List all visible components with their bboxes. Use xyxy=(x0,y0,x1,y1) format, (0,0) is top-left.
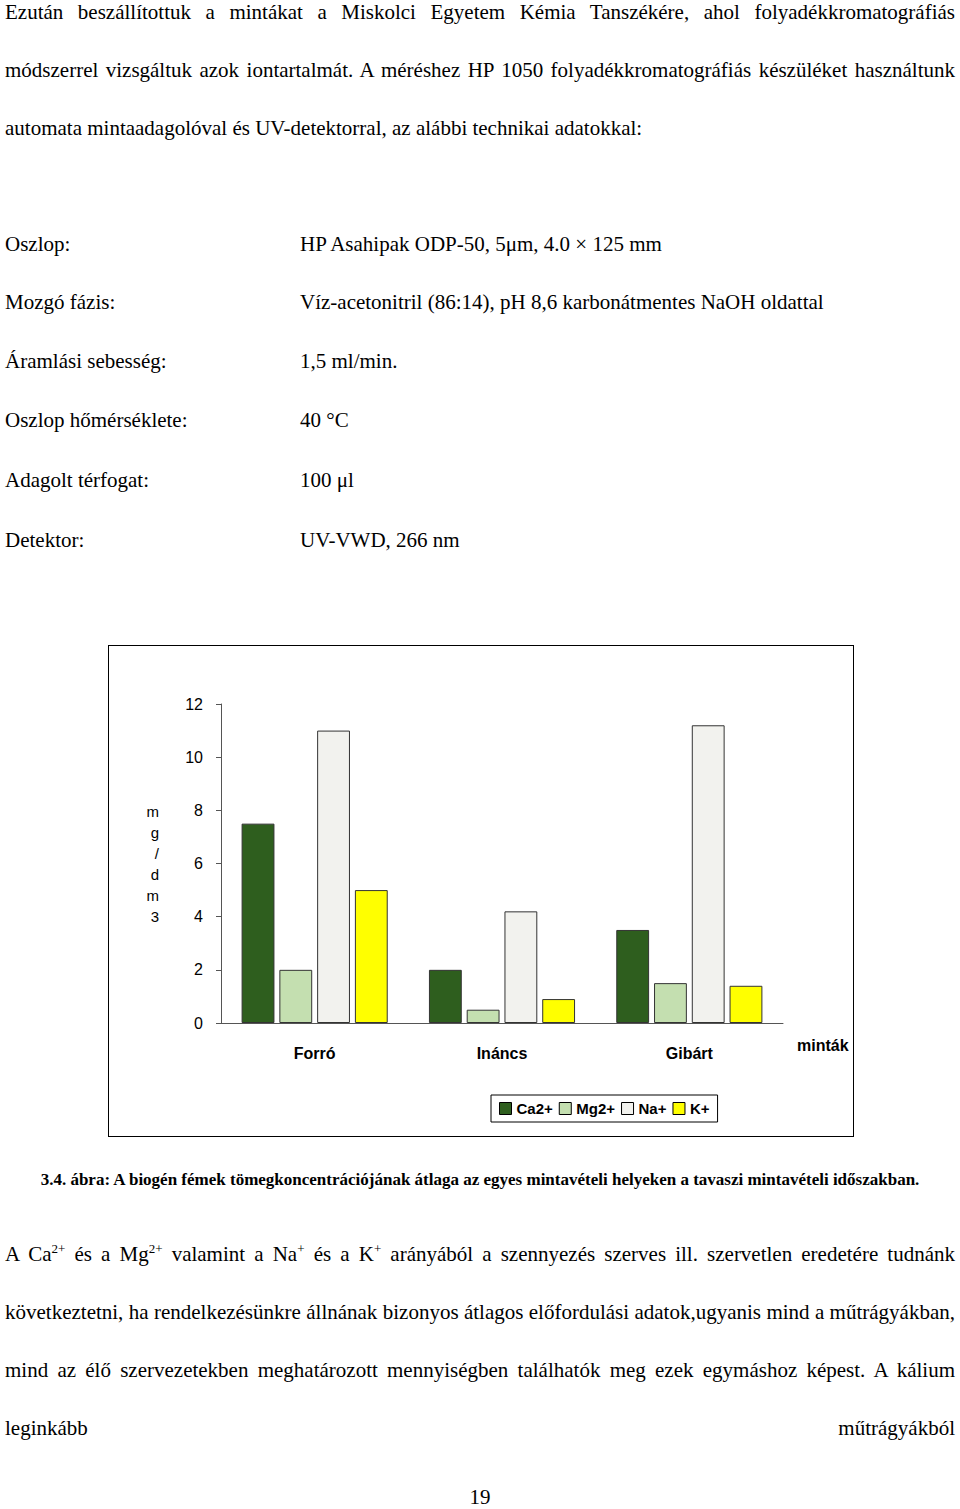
svg-text:0: 0 xyxy=(194,1015,203,1032)
html-text:UV-VWD, 266 nm: UV-VWD, 266 nm xyxy=(300,528,460,552)
svg-text:g: g xyxy=(151,824,159,841)
svg-text:m: m xyxy=(147,887,160,904)
html-text:40 °C: 40 °C xyxy=(300,408,349,432)
html-text:Mozgó fázis:: Mozgó fázis: xyxy=(5,290,116,314)
html-text:3.4. ábra: A biogén fémek töme: 3.4. ábra: A biogén fémek tömegkoncentrá… xyxy=(40,1170,920,1189)
html-text:Oszlop hőmérséklete:: Oszlop hőmérséklete: xyxy=(5,408,188,432)
html-text:100 μl: 100 μl xyxy=(300,468,354,492)
html-text:HP Asahipak ODP-50, 5μm, 4.0 ×: HP Asahipak ODP-50, 5μm, 4.0 × 125 mm xyxy=(300,232,662,256)
svg-text:6: 6 xyxy=(194,855,203,872)
svg-text:Ináncs: Ináncs xyxy=(477,1045,528,1062)
html-text:Áramlási sebesség:: Áramlási sebesség: xyxy=(5,349,167,373)
svg-text:Mg2+: Mg2+ xyxy=(576,1100,615,1117)
svg-text:Gibárt: Gibárt xyxy=(666,1045,714,1062)
svg-text:12: 12 xyxy=(185,696,203,713)
html-text:Adagolt térfogat:: Adagolt térfogat: xyxy=(5,468,149,492)
svg-text:3: 3 xyxy=(151,908,159,925)
svg-text:/: / xyxy=(155,845,160,862)
svg-text:m: m xyxy=(147,803,160,820)
html-text:Oszlop:: Oszlop: xyxy=(5,232,71,256)
html-text:Detektor:: Detektor: xyxy=(5,528,85,552)
html-text:Víz-acetonitril (86:14), pH 8,: Víz-acetonitril (86:14), pH 8,6 karbonát… xyxy=(300,290,824,314)
svg-text:Na+: Na+ xyxy=(639,1100,667,1117)
svg-text:8: 8 xyxy=(194,802,203,819)
html-text:Ezután beszállítottuk a minták: Ezután beszállítottuk a mintákat a Misko… xyxy=(5,0,955,140)
svg-text:d: d xyxy=(151,866,159,883)
svg-text:Ca2+: Ca2+ xyxy=(517,1100,554,1117)
html-text:1,5 ml/min.: 1,5 ml/min. xyxy=(300,349,398,373)
svg-text:10: 10 xyxy=(185,749,203,766)
svg-text:K+: K+ xyxy=(690,1100,710,1117)
svg-text:Forró: Forró xyxy=(294,1045,336,1062)
svg-text:2: 2 xyxy=(194,961,203,978)
html-text:A Ca2+és a Mg2+valamint a Na+é: A Ca2+és a Mg2+valamint a Na+és a K+arán… xyxy=(5,1241,955,1440)
svg-text:4: 4 xyxy=(194,908,203,925)
html-text:19: 19 xyxy=(469,1485,491,1509)
svg-text:minták: minták xyxy=(797,1037,849,1054)
